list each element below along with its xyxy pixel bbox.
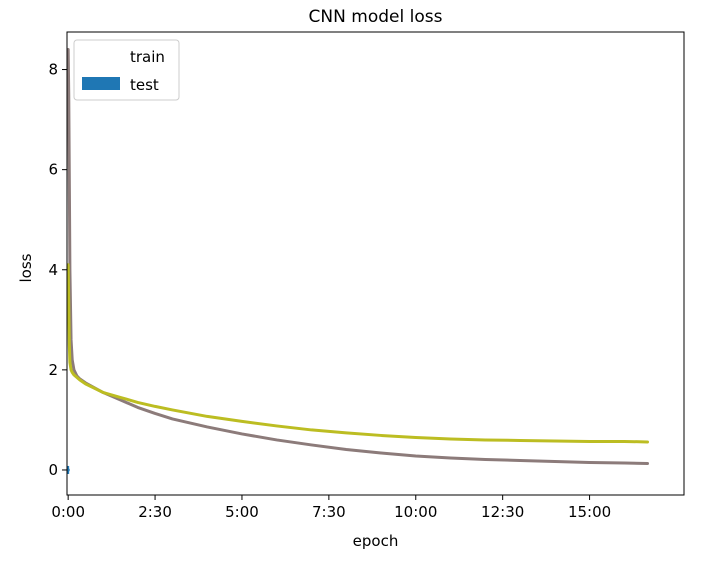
x-axis-label: epoch — [353, 532, 399, 550]
legend: train test — [73, 39, 180, 101]
legend-swatch-train — [82, 49, 120, 62]
legend-label-test: test — [130, 76, 159, 94]
series-line-1 — [66, 263, 649, 444]
y-tick-label: 0 — [48, 461, 58, 479]
plot-area — [67, 32, 684, 495]
x-tick-label: 15:00 — [568, 503, 611, 521]
x-tick-label: 10:00 — [394, 503, 437, 521]
y-tick-label: 2 — [48, 361, 58, 379]
x-axis-ticks: 0:00 2:30 5:00 7:30 10:00 12:30 15:00 — [51, 495, 611, 521]
y-axis-label: loss — [17, 253, 35, 282]
legend-swatch-test — [82, 77, 120, 90]
x-tick-label: 2:30 — [138, 503, 172, 521]
series-layer — [66, 48, 649, 474]
chart-title: CNN model loss — [309, 7, 443, 27]
x-tick-label: 7:30 — [312, 503, 346, 521]
y-axis-ticks: 0 2 4 6 8 — [48, 61, 67, 479]
x-tick-label: 5:00 — [225, 503, 259, 521]
series-line-0 — [66, 48, 649, 465]
y-tick-label: 8 — [48, 61, 58, 79]
y-tick-label: 6 — [48, 161, 58, 179]
x-tick-label: 12:30 — [481, 503, 524, 521]
y-tick-label: 4 — [48, 261, 58, 279]
legend-label-train: train — [130, 48, 165, 66]
x-tick-label: 0:00 — [51, 503, 85, 521]
plot-frame — [66, 31, 685, 496]
